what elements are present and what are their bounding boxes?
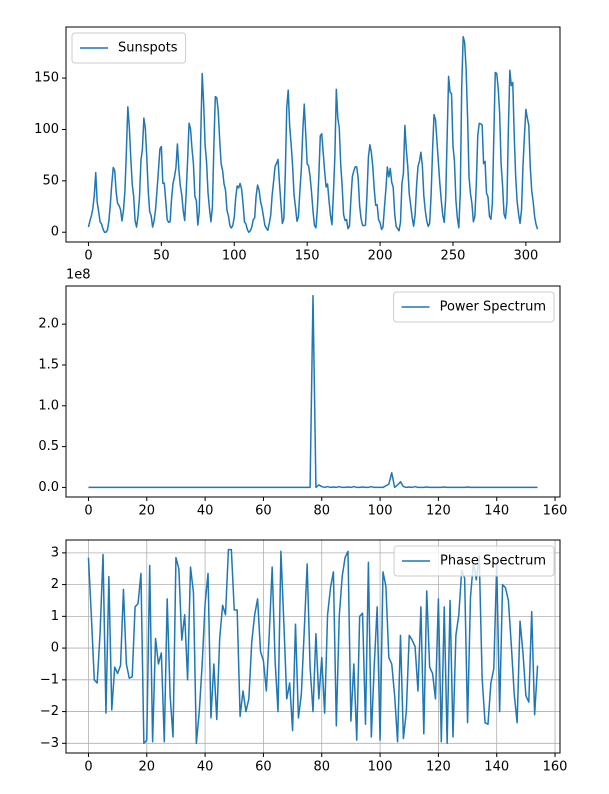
x-tick-label: 80 xyxy=(313,504,330,519)
axes-frame xyxy=(65,26,561,243)
x-tick-label: 0 xyxy=(84,249,92,264)
y-tick-label: 0 xyxy=(51,225,59,240)
y-tick-label: 1 xyxy=(51,609,59,624)
y-tick-label: 2.0 xyxy=(38,317,59,332)
x-tick-label: 60 xyxy=(255,760,272,775)
x-tick-label: 150 xyxy=(295,249,320,264)
x-tick-label: 200 xyxy=(368,249,393,264)
x-tick-label: 80 xyxy=(313,760,330,775)
x-tick-label: 100 xyxy=(368,504,393,519)
y-offset-label: 1e8 xyxy=(66,268,91,283)
x-tick-label: 250 xyxy=(441,249,466,264)
y-tick-label: 50 xyxy=(42,173,59,188)
x-tick-label: 40 xyxy=(197,760,214,775)
legend: Sunspots xyxy=(71,32,187,64)
x-tick-label: 0 xyxy=(84,504,92,519)
legend: Phase Spectrum xyxy=(393,545,555,577)
x-tick-label: 160 xyxy=(543,760,568,775)
y-tick-label: 150 xyxy=(34,71,59,86)
x-tick-label: 140 xyxy=(484,760,509,775)
y-tick-label: 3 xyxy=(51,545,59,560)
legend-box xyxy=(393,545,555,577)
y-tick-label: 1.5 xyxy=(38,357,59,372)
data-line xyxy=(87,36,539,233)
x-tick-label: 0 xyxy=(84,760,92,775)
axes-frame xyxy=(65,539,561,754)
y-tick-label: 0.5 xyxy=(38,439,59,454)
x-tick-label: 50 xyxy=(153,249,170,264)
x-tick-label: 140 xyxy=(484,504,509,519)
y-tick-label: 100 xyxy=(34,122,59,137)
legend-label: Power Spectrum xyxy=(440,300,546,315)
x-tick-label: 120 xyxy=(426,760,451,775)
axes: 0 20 40 60 80 100 120 140 160 0.0 0.5 1.0 1.5 2.0 1e8 P… xyxy=(38,268,567,519)
y-tick-label: −2 xyxy=(40,704,59,719)
legend-label: Phase Spectrum xyxy=(440,554,546,569)
x-tick-label: 40 xyxy=(197,504,214,519)
y-tick-label: 1.0 xyxy=(38,398,59,413)
y-tick-label: 0 xyxy=(51,641,59,656)
axes-frame xyxy=(65,285,561,498)
data-line xyxy=(88,294,538,489)
x-tick-label: 160 xyxy=(543,504,568,519)
x-tick-label: 100 xyxy=(368,760,393,775)
x-tick-label: 20 xyxy=(139,504,156,519)
x-tick-label: 300 xyxy=(513,249,538,264)
x-tick-label: 20 xyxy=(139,760,156,775)
legend-box xyxy=(393,291,555,323)
y-tick-label: 0.0 xyxy=(38,480,59,495)
y-tick-label: −1 xyxy=(40,672,59,687)
axes: 0 50 100 150 200 250 300 0 50 100 150 Sunspots xyxy=(34,26,561,264)
legend-label: Sunspots xyxy=(118,41,178,56)
x-tick-label: 60 xyxy=(255,504,272,519)
data-line xyxy=(87,548,539,745)
legend-box xyxy=(71,32,187,64)
x-tick-label: 120 xyxy=(426,504,451,519)
x-tick-label: 100 xyxy=(222,249,247,264)
legend: Power Spectrum xyxy=(393,291,555,323)
y-tick-label: 2 xyxy=(51,577,59,592)
y-tick-label: −3 xyxy=(40,736,59,751)
axes: 0 20 40 60 80 100 120 140 160 −3 −2 −1 0 1 2 3 Phase Spe… xyxy=(40,539,568,775)
